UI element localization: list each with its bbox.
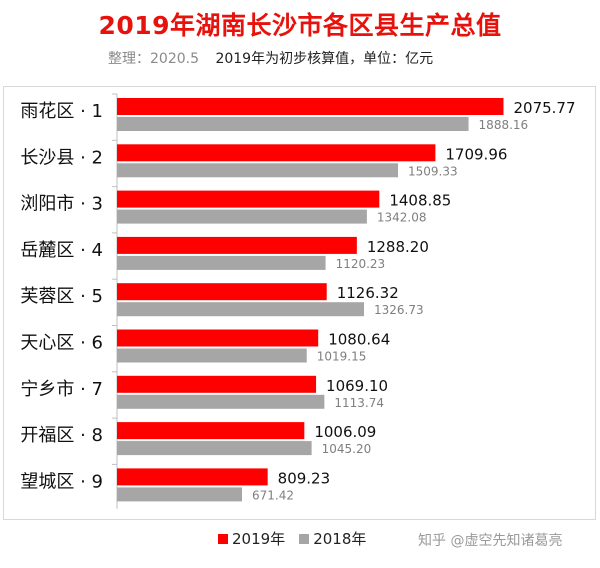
data-label-2018: 1509.33 (408, 164, 458, 178)
data-label-2018: 671.42 (252, 488, 294, 502)
bar-2018 (117, 394, 325, 409)
bar-2018 (117, 255, 326, 270)
data-label-2019: 1408.85 (389, 192, 451, 210)
category-label: 望城区 · 9 (20, 471, 103, 492)
chart-title: 2019年湖南长沙市各区县生产总值 (98, 11, 502, 40)
legend-item-2018: 2018年 (299, 528, 366, 549)
chart-frame (3, 86, 596, 520)
category-label: 雨花区 · 1 (20, 101, 103, 122)
legend-swatch-2018 (299, 533, 310, 544)
category-label: 浏阳市 · 3 (20, 194, 103, 215)
legend-swatch-2019 (218, 533, 228, 544)
category-label: 宁乡市 · 7 (20, 379, 103, 400)
data-label-2019: 2075.77 (513, 99, 575, 117)
category-label: 岳麓区 · 4 (20, 240, 103, 261)
bar-2019 (117, 236, 357, 254)
category-label: 长沙县 · 2 (20, 147, 103, 168)
bar-2019 (117, 283, 327, 301)
legend-item-2019: 2019年 (218, 528, 285, 549)
legend-label-2019: 2019年 (232, 530, 286, 548)
bar-2019 (117, 98, 504, 115)
legend-label-2018: 2018年 (313, 530, 367, 548)
data-label-2019: 1709.96 (445, 145, 507, 163)
category-label: 天心区 · 6 (20, 333, 103, 354)
data-label-2018: 1120.23 (336, 257, 386, 271)
data-label-2019: 1069.10 (326, 377, 388, 395)
watermark: 知乎 @虚空先知诸葛亮 (418, 533, 563, 549)
legend: 2019年 2018年 (218, 528, 380, 549)
data-label-2018: 1888.16 (479, 118, 529, 132)
bar-2019 (117, 144, 436, 162)
data-label-2018: 1326.73 (374, 303, 424, 317)
bar-2019 (117, 422, 305, 440)
data-label-2018: 1045.20 (322, 442, 372, 456)
prepared-date: 整理：2020.5 (108, 51, 199, 67)
data-label-2019: 1080.64 (328, 331, 390, 349)
bar-2018 (117, 487, 243, 502)
data-label-2019: 1006.09 (314, 423, 376, 441)
data-label-2018: 1342.08 (377, 211, 427, 225)
bar-2019 (117, 468, 268, 486)
data-label-2019: 1126.32 (337, 284, 399, 302)
chart-subtitle: 整理：2020.5 2019年为初步核算值，单位：亿元 (108, 48, 433, 68)
category-label: 开福区 · 8 (20, 425, 103, 446)
category-label: 芙蓉区 · 5 (20, 286, 103, 307)
bar-2018 (117, 163, 399, 178)
data-label-2019: 1288.20 (367, 238, 429, 256)
bar-2018 (117, 441, 312, 456)
bar-2018 (117, 302, 365, 317)
bar-2018 (117, 209, 367, 224)
data-label-2019: 809.23 (278, 469, 331, 487)
bar-2019 (117, 375, 317, 393)
data-label-2018: 1113.74 (334, 396, 384, 410)
bar-2019 (117, 329, 319, 347)
data-label-2018: 1019.15 (317, 350, 367, 364)
bar-2018 (117, 348, 307, 363)
bar-2018 (117, 117, 469, 131)
unit-note: 2019年为初步核算值，单位：亿元 (215, 51, 434, 67)
bar-2019 (117, 190, 380, 208)
